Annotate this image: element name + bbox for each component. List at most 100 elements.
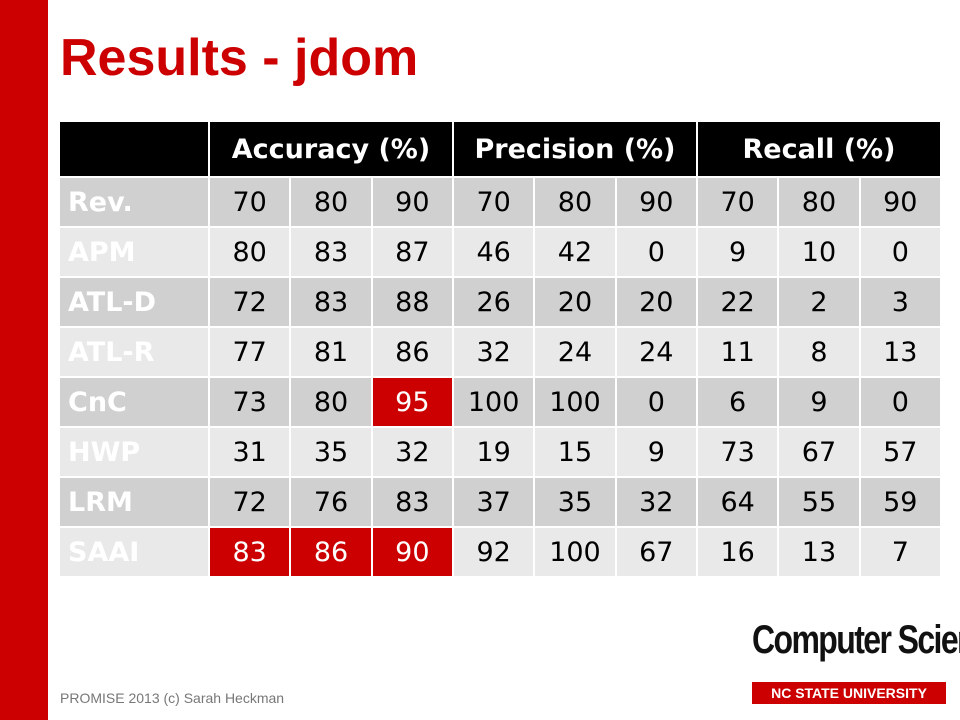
cell: 72: [207, 476, 292, 528]
row-label: HWP: [58, 426, 210, 478]
cell: 2: [777, 276, 861, 328]
group-header: Precision (%): [451, 120, 698, 178]
cell: 80: [289, 176, 373, 228]
group-header: Recall (%): [695, 120, 943, 178]
cell: 67: [777, 426, 861, 478]
cell: 0: [614, 226, 698, 278]
cell: 35: [289, 426, 373, 478]
cell: 100: [533, 376, 617, 428]
cell: 24: [614, 326, 698, 378]
cell: 81: [289, 326, 373, 378]
cell: 3: [858, 276, 943, 328]
cell: 35: [533, 476, 617, 528]
cell: 83: [289, 276, 373, 328]
header-row: Accuracy (%) Precision (%) Recall (%): [58, 120, 943, 178]
cell: 100: [451, 376, 536, 428]
logo-title: Computer Science: [752, 618, 960, 662]
cell: 64: [695, 476, 780, 528]
cell: 90: [858, 176, 943, 228]
cell: 31: [207, 426, 292, 478]
data-row: Rev. 70 80 90 70 80 90 70 80 90: [58, 176, 943, 228]
cell: 70: [695, 176, 780, 228]
cell: 86: [289, 526, 373, 578]
data-row: SAAI 83 86 90 92 100 67 16 13 7: [58, 526, 943, 578]
corner-cell: [58, 120, 210, 178]
cell: 22: [695, 276, 780, 328]
cell: 8: [777, 326, 861, 378]
cell: 80: [207, 226, 292, 278]
cell: 20: [533, 276, 617, 328]
cell: 80: [533, 176, 617, 228]
cell: 37: [451, 476, 536, 528]
row-label: SAAI: [58, 526, 210, 578]
data-row: APM 80 83 87 46 42 0 9 10 0: [58, 226, 943, 278]
cell: 15: [533, 426, 617, 478]
row-label: APM: [58, 226, 210, 278]
cell: 87: [370, 226, 454, 278]
cell: 70: [207, 176, 292, 228]
side-bar: [0, 0, 48, 720]
cell: 55: [777, 476, 861, 528]
row-label: ATL-R: [58, 326, 210, 378]
cell: 57: [858, 426, 943, 478]
cell: 92: [451, 526, 536, 578]
cell: 7: [858, 526, 943, 578]
cell: 0: [858, 376, 943, 428]
cell: 42: [533, 226, 617, 278]
cell: 73: [695, 426, 780, 478]
cell: 20: [614, 276, 698, 328]
cell: 72: [207, 276, 292, 328]
cell: 46: [451, 226, 536, 278]
cell: 76: [289, 476, 373, 528]
cell: 13: [858, 326, 943, 378]
cell: 83: [207, 526, 292, 578]
cell: 90: [614, 176, 698, 228]
cell: 59: [858, 476, 943, 528]
data-row: CnC 73 80 95 100 100 0 6 9 0: [58, 376, 943, 428]
cell: 95: [370, 376, 454, 428]
cell: 90: [370, 526, 454, 578]
cell: 10: [777, 226, 861, 278]
cell: 19: [451, 426, 536, 478]
data-row: ATL-R 77 81 86 32 24 24 11 8 13: [58, 326, 943, 378]
cell: 77: [207, 326, 292, 378]
data-row: LRM 72 76 83 37 35 32 64 55 59: [58, 476, 943, 528]
cell: 16: [695, 526, 780, 578]
cell: 26: [451, 276, 536, 328]
logo-subtitle: NC STATE UNIVERSITY: [752, 682, 946, 704]
cell: 83: [370, 476, 454, 528]
row-label: CnC: [58, 376, 210, 428]
cell: 80: [289, 376, 373, 428]
row-label: LRM: [58, 476, 210, 528]
cell: 88: [370, 276, 454, 328]
results-table: Accuracy (%) Precision (%) Recall (%) Rev. 7…: [58, 120, 943, 578]
cell: 9: [695, 226, 780, 278]
cell: 83: [289, 226, 373, 278]
data-row: HWP 31 35 32 19 15 9 73 67 57: [58, 426, 943, 478]
cell: 0: [614, 376, 698, 428]
cell: 13: [777, 526, 861, 578]
cell: 70: [451, 176, 536, 228]
cell: 32: [451, 326, 536, 378]
cell: 6: [695, 376, 780, 428]
cell: 0: [858, 226, 943, 278]
row-label: ATL-D: [58, 276, 210, 328]
cell: 100: [533, 526, 617, 578]
row-label: Rev.: [58, 176, 210, 228]
footer: PROMISE 2013 (c) Sarah Heckman: [60, 690, 285, 706]
cell: 32: [370, 426, 454, 478]
cell: 73: [207, 376, 292, 428]
cell: 32: [614, 476, 698, 528]
cell: 11: [695, 326, 780, 378]
group-header: Accuracy (%): [208, 120, 454, 178]
cell: 90: [370, 176, 454, 228]
cell: 9: [777, 376, 861, 428]
cell: 80: [777, 176, 861, 228]
data-row: ATL-D 72 83 88 26 20 20 22 2 3: [58, 276, 943, 328]
cell: 86: [370, 326, 454, 378]
cell: 9: [614, 426, 698, 478]
cell: 24: [533, 326, 617, 378]
cell: 67: [614, 526, 698, 578]
title: Results - jdom: [60, 29, 419, 87]
